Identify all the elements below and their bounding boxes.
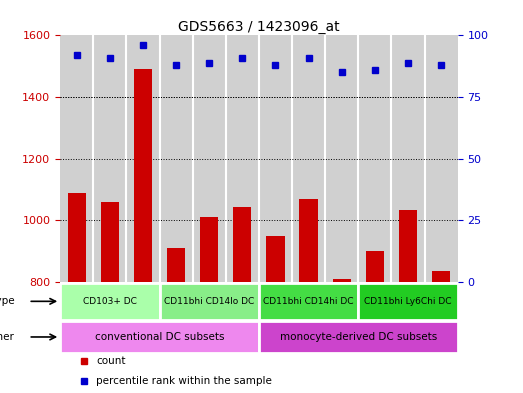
Text: CD103+ DC: CD103+ DC (83, 297, 137, 306)
Bar (60, 321, 259, 353)
Bar (259, 321, 458, 353)
Bar (67, 193, 86, 282)
Text: count: count (96, 356, 126, 366)
Bar (333, 279, 351, 282)
Bar (60, 283, 160, 320)
Bar (233, 207, 252, 282)
Bar (358, 35, 391, 282)
Bar (93, 35, 127, 282)
Bar (226, 35, 259, 282)
Bar (167, 248, 185, 282)
Bar (425, 35, 458, 282)
Bar (391, 35, 425, 282)
Text: CD11bhi CD14hi DC: CD11bhi CD14hi DC (263, 297, 354, 306)
Bar (160, 35, 192, 282)
Text: CD11bhi Ly6Chi DC: CD11bhi Ly6Chi DC (364, 297, 452, 306)
Text: other: other (0, 332, 15, 342)
Text: CD11bhi CD14lo DC: CD11bhi CD14lo DC (164, 297, 254, 306)
Bar (192, 35, 226, 282)
Text: conventional DC subsets: conventional DC subsets (95, 332, 224, 342)
Text: monocyte-derived DC subsets: monocyte-derived DC subsets (280, 332, 437, 342)
Bar (60, 35, 93, 282)
Bar (432, 271, 450, 282)
Bar (266, 236, 285, 282)
Bar (399, 209, 417, 282)
Bar (300, 199, 317, 282)
Bar (259, 283, 358, 320)
Text: percentile rank within the sample: percentile rank within the sample (96, 376, 272, 386)
Title: GDS5663 / 1423096_at: GDS5663 / 1423096_at (178, 20, 340, 34)
Bar (101, 202, 119, 282)
Bar (134, 69, 152, 282)
Text: cell type: cell type (0, 296, 15, 306)
Bar (200, 217, 218, 282)
Bar (366, 251, 384, 282)
Bar (358, 283, 458, 320)
Bar (292, 35, 325, 282)
Bar (325, 35, 358, 282)
Bar (160, 283, 259, 320)
Bar (259, 35, 292, 282)
Bar (127, 35, 160, 282)
